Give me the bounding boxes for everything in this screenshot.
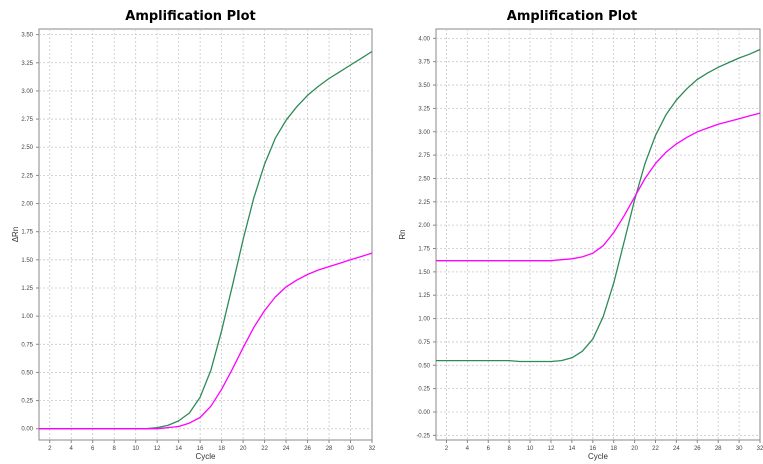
- x-axis-label: Cycle: [588, 452, 609, 461]
- x-tick-label: 30: [347, 446, 354, 452]
- x-tick-label: 30: [736, 446, 743, 452]
- x-tick-label: 12: [154, 446, 161, 452]
- x-tick-label: 28: [715, 446, 722, 452]
- y-tick-label: 0.50: [418, 363, 430, 369]
- y-tick-label: 3.25: [418, 106, 430, 112]
- x-tick-label: 26: [694, 446, 701, 452]
- x-tick-label: 24: [283, 446, 290, 452]
- y-tick-label: 2.00: [21, 202, 33, 208]
- y-tick-label: 3.50: [21, 33, 33, 39]
- y-tick-label: 0.75: [418, 340, 430, 346]
- y-tick-label: 2.50: [21, 145, 33, 151]
- y-tick-label: 1.50: [21, 258, 33, 264]
- x-tick-label: 10: [132, 446, 139, 452]
- y-tick-label: 2.75: [21, 117, 33, 123]
- x-tick-label: 4: [466, 446, 470, 452]
- y-tick-label: 0.00: [418, 410, 430, 416]
- y-tick-label: 0.50: [21, 370, 33, 376]
- x-tick-label: 8: [507, 446, 511, 452]
- y-tick-label: 2.25: [21, 173, 33, 179]
- y-tick-label: 1.25: [418, 293, 430, 299]
- y-tick-label: 3.00: [21, 89, 33, 95]
- y-tick-label: 3.75: [418, 60, 430, 66]
- chart-canvas: 0.00 0.25 0.50 0.75 1.00 1.25 1.50 1.75 2.00 2.25…: [11, 28, 376, 461]
- x-tick-label: 18: [218, 446, 225, 452]
- x-tick-label: 6: [91, 446, 95, 452]
- x-tick-label: 22: [261, 446, 268, 452]
- x-tick-label: 2: [48, 446, 52, 452]
- y-tick-label: 2.75: [418, 153, 430, 159]
- x-tick-label: 10: [527, 446, 534, 452]
- y-axis-label: ΔRn: [11, 227, 20, 243]
- amplification-plot-right: Amplification Plot -0.25 0.00 0.25 0.50 0.75…: [381, 0, 763, 464]
- chart-canvas: -0.25 0.00 0.25 0.50 0.75 1.00 1.25 1.50 1.75 2.0…: [398, 28, 763, 461]
- y-tick-label: 2.00: [418, 223, 430, 229]
- y-tick-label: -0.25: [416, 433, 430, 439]
- plot-area: [38, 28, 373, 441]
- y-tick-label: 0.00: [21, 427, 33, 433]
- amplification-plot-left: Amplification Plot 0.00 0.25 0.50 0.75 1.00 1…: [0, 0, 381, 464]
- y-tick-label: 0.25: [418, 387, 430, 393]
- y-tick-label: 1.00: [418, 317, 430, 323]
- x-axis-label: Cycle: [195, 452, 216, 461]
- y-tick-label: 1.25: [21, 286, 33, 292]
- y-tick-label: 3.50: [418, 83, 430, 89]
- x-tick-label: 24: [673, 446, 680, 452]
- y-tick-label: 3.00: [418, 130, 430, 136]
- series-line-1: [436, 48, 761, 363]
- x-tick-label: 22: [652, 446, 659, 452]
- x-tick-label: 14: [569, 446, 576, 452]
- plot-area: [435, 28, 761, 441]
- x-tick-label: 4: [70, 446, 74, 452]
- chart-title: Amplification Plot: [506, 9, 638, 24]
- x-tick-label: 14: [175, 446, 182, 452]
- x-tick-label: 28: [326, 446, 333, 452]
- x-tick-label: 16: [197, 446, 204, 452]
- x-tick-label: 12: [548, 446, 555, 452]
- x-tick-label: 20: [240, 446, 247, 452]
- y-tick-label: 1.00: [21, 314, 33, 320]
- x-tick-label: 26: [304, 446, 311, 452]
- y-tick-label: 2.50: [418, 176, 430, 182]
- y-tick-label: 2.25: [418, 200, 430, 206]
- y-tick-label: 0.25: [21, 399, 33, 405]
- y-tick-label: 1.75: [21, 230, 33, 236]
- series-line-2: [39, 252, 373, 430]
- y-tick-label: 4.00: [418, 36, 430, 42]
- y-tick-label: 0.75: [21, 342, 33, 348]
- y-tick-label: 1.50: [418, 270, 430, 276]
- x-tick-label: 32: [369, 446, 376, 452]
- x-tick-label: 32: [757, 446, 763, 452]
- y-axis-label: Rn: [398, 229, 407, 239]
- x-tick-label: 8: [113, 446, 117, 452]
- x-tick-label: 2: [445, 446, 449, 452]
- y-tick-label: 1.75: [418, 247, 430, 253]
- x-tick-label: 18: [610, 446, 617, 452]
- y-tick-label: 3.25: [21, 61, 33, 67]
- chart-title: Amplification Plot: [125, 9, 256, 24]
- x-tick-label: 20: [631, 446, 638, 452]
- x-tick-label: 16: [589, 446, 596, 452]
- x-tick-label: 6: [487, 446, 491, 452]
- series-line-2: [436, 112, 761, 262]
